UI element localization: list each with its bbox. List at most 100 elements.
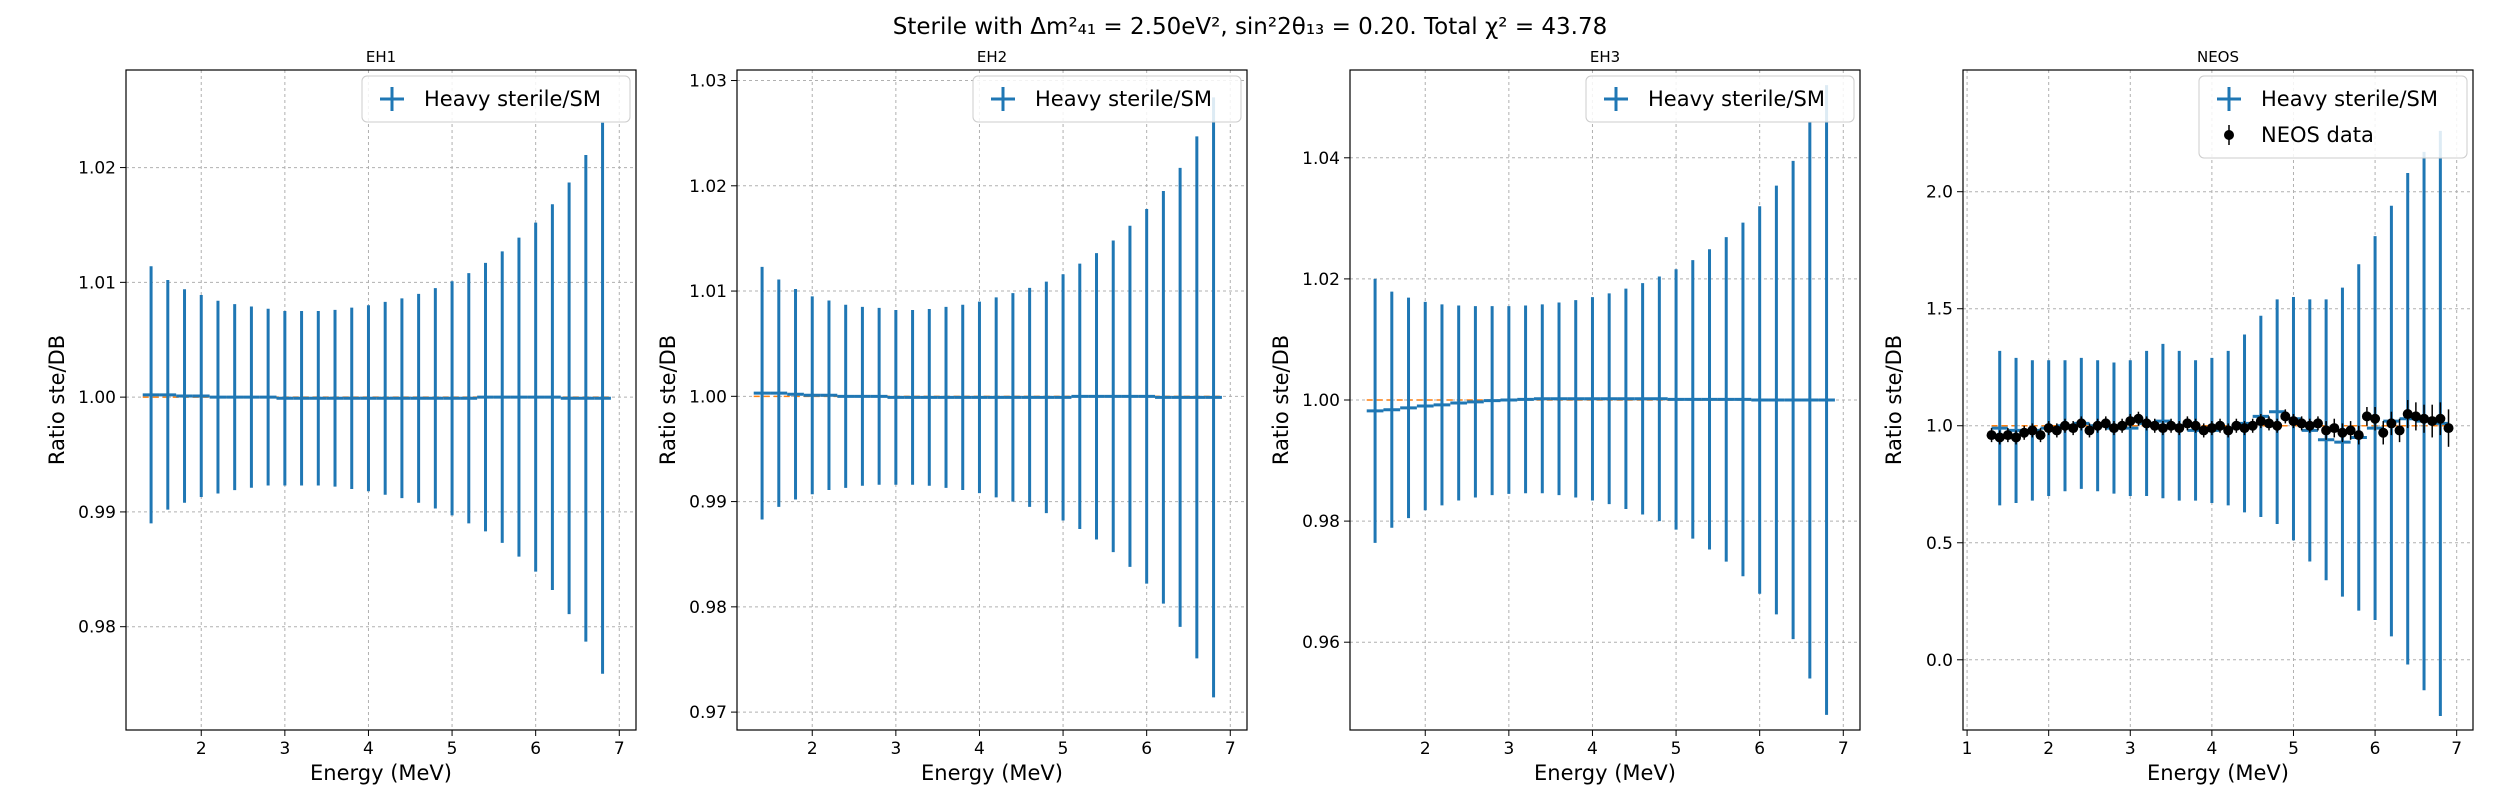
data-point — [2133, 413, 2144, 424]
x-tick-label: 6 — [1141, 739, 1152, 759]
data-point — [2394, 425, 2405, 436]
data-point — [2378, 427, 2389, 438]
x-tick-label: 6 — [2370, 739, 2381, 759]
data-point — [1994, 432, 2005, 443]
x-axis-label: Energy (MeV) — [921, 761, 1063, 785]
legend-label: NEOS data — [2261, 123, 2374, 147]
x-tick-label: 2 — [807, 739, 818, 759]
x-tick-label: 7 — [1225, 739, 1236, 759]
legend-box — [361, 75, 631, 123]
x-tick-label: 6 — [1754, 739, 1765, 759]
y-tick-label: 1.5 — [1926, 300, 1953, 320]
plot-frame — [736, 69, 1248, 731]
panel-neos: 1 2 3 4 5 6 7 0.0 0.5 1.0 1.5 2.0 NEOS Energy (MeV) Ra… — [1882, 48, 2474, 785]
data-point — [2280, 411, 2291, 422]
data-point — [2215, 420, 2226, 431]
data-point — [2361, 411, 2372, 422]
data-point — [2174, 423, 2185, 434]
data-point — [2288, 416, 2299, 427]
x-tick-label: 3 — [890, 739, 901, 759]
data-point — [2370, 413, 2381, 424]
y-tick-label: 0.98 — [78, 618, 116, 638]
plot-frame — [1962, 69, 2474, 731]
data-point — [2198, 425, 2209, 436]
y-tick-label: 1.00 — [689, 387, 727, 407]
legend: Heavy sterile/SM — [361, 75, 631, 123]
data-point — [2247, 420, 2258, 431]
data-point — [2272, 420, 2283, 431]
data-point — [2353, 430, 2364, 441]
grid-lines — [1963, 70, 2473, 730]
y-tick-label: 1.0 — [1926, 417, 1953, 437]
y-tick-label: 1.02 — [689, 177, 727, 197]
legend-label: Heavy sterile/SM — [2261, 87, 2438, 111]
y-tick-label: 0.98 — [689, 598, 727, 618]
x-tick-label: 4 — [2206, 739, 2217, 759]
data-point — [2386, 418, 2397, 429]
data-point — [2443, 423, 2454, 434]
x-tick-label: 1 — [1962, 739, 1973, 759]
data-point — [2264, 418, 2274, 429]
y-tick-label: 1.00 — [1302, 391, 1340, 411]
data-point — [2002, 430, 2013, 441]
data-point — [2329, 423, 2340, 434]
legend: Heavy sterile/SM NEOS data — [2198, 75, 2468, 159]
series-errorbars — [753, 97, 1222, 698]
panel-title: NEOS — [2197, 48, 2239, 66]
data-point — [1986, 430, 1997, 441]
x-tick-label: 3 — [1503, 739, 1514, 759]
x-tick-label: 3 — [279, 739, 290, 759]
data-point — [2345, 425, 2356, 436]
data-point — [2190, 420, 2201, 431]
x-tick-label: 5 — [1058, 739, 1069, 759]
data-point — [2011, 432, 2022, 443]
x-tick-label: 5 — [1671, 739, 1682, 759]
y-tick-label: 0.5 — [1926, 534, 1953, 554]
x-tick-label: 2 — [2043, 739, 2054, 759]
legend: Heavy sterile/SM — [972, 75, 1242, 123]
panel-title: EH1 — [366, 48, 396, 66]
legend: Heavy sterile/SM — [1585, 75, 1855, 123]
x-tick-label: 6 — [530, 739, 541, 759]
y-axis-label: Ratio ste/DB — [656, 335, 680, 465]
legend-box — [1585, 75, 1855, 123]
y-tick-label: 2.0 — [1926, 183, 1953, 203]
y-axis-label: Ratio ste/DB — [45, 335, 69, 465]
y-tick-label: 0.99 — [78, 503, 116, 523]
x-tick-label: 4 — [363, 739, 374, 759]
y-tick-label: 1.01 — [689, 282, 727, 302]
x-tick-label: 5 — [447, 739, 458, 759]
neos-data-points — [1986, 400, 2454, 447]
data-point — [2035, 430, 2046, 441]
y-tick-label: 1.01 — [78, 273, 116, 293]
y-tick-label: 0.98 — [1302, 512, 1340, 532]
figure-title: Sterile with Δm²₄₁ = 2.50eV², sin²2θ₁₃ =… — [892, 14, 1608, 40]
legend-marker-data-point — [2224, 130, 2234, 140]
x-axis-label: Energy (MeV) — [2147, 761, 2289, 785]
data-point — [2321, 425, 2332, 436]
y-tick-label: 0.99 — [689, 493, 727, 513]
data-point — [2108, 423, 2119, 434]
x-tick-label: 7 — [2451, 739, 2462, 759]
y-axis-label: Ratio ste/DB — [1882, 335, 1906, 465]
data-point — [2068, 423, 2079, 434]
panel-title: EH2 — [977, 48, 1007, 66]
data-point — [2410, 411, 2421, 422]
x-tick-label: 3 — [2125, 739, 2136, 759]
data-point — [2337, 427, 2348, 438]
y-axis-label: Ratio ste/DB — [1269, 335, 1293, 465]
x-tick-label: 4 — [1587, 739, 1598, 759]
y-tick-label: 1.03 — [689, 72, 727, 92]
data-point — [2141, 418, 2152, 429]
y-tick-label: 1.02 — [1302, 270, 1340, 290]
data-point — [2084, 425, 2095, 436]
data-point — [2060, 420, 2070, 431]
data-point — [2182, 418, 2193, 429]
data-point — [2239, 423, 2250, 434]
series-errorbars — [142, 122, 611, 674]
y-tick-label: 1.04 — [1302, 149, 1340, 169]
data-point — [2223, 425, 2234, 436]
data-point — [2255, 416, 2266, 427]
panel-title: EH3 — [1590, 48, 1620, 66]
